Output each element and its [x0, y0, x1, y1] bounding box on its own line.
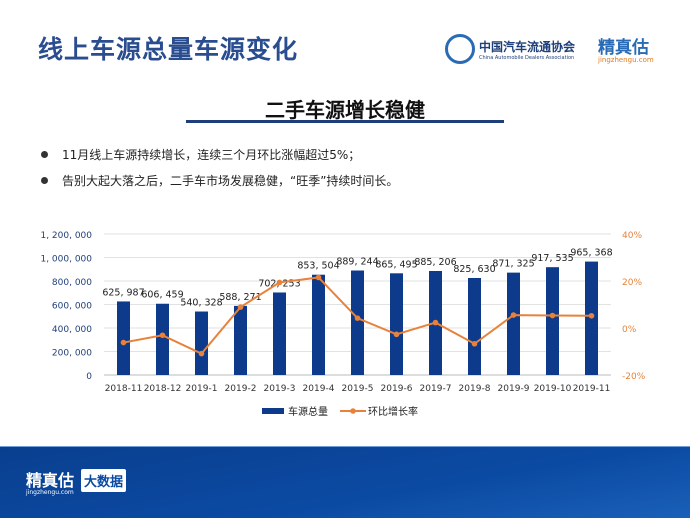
bar — [195, 311, 208, 375]
combo-chart: 0 200, 000 400, 000 600, 000 800, 000 1, 000,… — [40, 231, 646, 418]
footer-tag: 大数据 — [81, 469, 127, 492]
section-underline — [186, 120, 504, 123]
x-tick-label: 2018-12 — [144, 384, 182, 394]
left-tick-label: 800, 000 — [52, 278, 92, 288]
bar-data-label: 965, 368 — [570, 248, 612, 259]
left-tick-label: 0 — [86, 372, 92, 382]
caada-en: China Automobile Dealers Association — [479, 54, 575, 61]
left-tick-label: 600, 000 — [52, 302, 92, 312]
bar — [117, 301, 130, 375]
x-tick-label: 2019-8 — [459, 384, 491, 394]
bar-data-label: 871, 325 — [492, 259, 534, 270]
bar-data-label: 825, 630 — [453, 264, 495, 275]
x-tick-label: 2019-7 — [420, 384, 452, 394]
bullet-text: 11月线上车源持续增长，连续三个月环比涨幅超过5%； — [62, 148, 361, 162]
bullet-icon — [41, 151, 48, 158]
bullet-icon — [41, 177, 48, 184]
growth-point — [588, 312, 595, 319]
legend-bar-swatch — [262, 408, 284, 414]
bar-data-label: 606, 459 — [141, 290, 183, 301]
legend-line-marker — [350, 408, 356, 414]
growth-point — [510, 312, 517, 318]
right-tick-label: 40% — [622, 231, 642, 241]
bar-data-label: 865, 495 — [375, 259, 417, 270]
bar-data-label: 917, 535 — [531, 253, 573, 264]
x-tick-label: 2019-4 — [303, 384, 335, 394]
right-tick-label: 20% — [622, 278, 642, 288]
x-tick-label: 2019-11 — [573, 384, 611, 394]
growth-point — [120, 339, 127, 346]
bar — [351, 270, 364, 375]
section-title: 二手车源增长稳健 — [265, 98, 425, 122]
growth-point — [393, 331, 400, 338]
bar — [507, 272, 520, 375]
right-tick-label: -20% — [622, 372, 646, 382]
footer-band: 精真估 jingzhengu.com 大数据 — [0, 446, 690, 518]
bullet-text: 告别大起大落之后，二手车市场发展稳健，“旺季”持续时间长。 — [62, 174, 399, 188]
caada-name: 中国汽车流通协会 — [479, 39, 576, 54]
x-tick-label: 2018-11 — [105, 384, 143, 394]
x-tick-label: 2019-3 — [264, 384, 296, 394]
growth-point — [159, 332, 166, 339]
bar — [312, 274, 325, 375]
growth-point — [354, 315, 361, 321]
left-tick-label: 1, 200, 000 — [40, 231, 92, 241]
bar-data-label: 540, 328 — [180, 298, 222, 309]
page-title: 线上车源总量车源变化 — [38, 35, 299, 64]
legend-bar-label: 车源总量 — [288, 405, 328, 418]
growth-point — [198, 350, 205, 357]
footer-logo: 精真估 jingzhengu.com 大数据 — [26, 467, 127, 496]
bullet-item: 11月线上车源持续增长，连续三个月环比涨幅超过5%； — [41, 146, 360, 163]
x-tick-label: 2019-2 — [225, 384, 257, 394]
left-tick-label: 400, 000 — [52, 325, 92, 335]
bar-data-label: 885, 206 — [414, 257, 456, 268]
legend-line-label: 环比增长率 — [368, 405, 418, 418]
x-tick-label: 2019-9 — [498, 384, 530, 394]
brand-url: jingzhengu.com — [598, 56, 654, 64]
bar — [390, 273, 403, 375]
left-tick-label: 200, 000 — [52, 349, 92, 359]
growth-point — [315, 274, 322, 281]
footer-brand: 精真估 — [26, 471, 75, 490]
growth-point — [276, 279, 283, 286]
x-tick-label: 2019-10 — [534, 384, 572, 394]
growth-point — [432, 319, 439, 326]
x-tick-label: 2019-1 — [186, 384, 218, 394]
growth-point — [549, 312, 556, 319]
brand-logo: 精真估 jingzhengu.com — [598, 33, 654, 64]
caada-emblem-icon — [445, 34, 475, 64]
bar-data-label: 588, 271 — [219, 292, 261, 303]
left-tick-label: 1, 000, 000 — [40, 255, 92, 265]
growth-point — [237, 304, 244, 310]
bar-data-label: 625, 987 — [102, 287, 144, 298]
brand-name: 精真估 — [598, 38, 649, 58]
bar-data-label: 853, 504 — [297, 261, 339, 272]
bar — [234, 305, 247, 375]
bar — [468, 277, 481, 375]
bar — [156, 303, 169, 375]
bar — [546, 267, 559, 375]
x-tick-label: 2019-6 — [381, 384, 413, 394]
bar — [273, 292, 286, 375]
x-tick-label: 2019-5 — [342, 384, 374, 394]
caada-logo: 中国汽车流通协会 China Automobile Dealers Associ… — [445, 34, 575, 64]
footer-url: jingzhengu.com — [26, 489, 74, 496]
bar-data-label: 889, 244 — [336, 257, 378, 268]
growth-point — [471, 340, 478, 347]
right-tick-label: 0% — [622, 325, 637, 335]
bullet-item: 告别大起大落之后，二手车市场发展稳健，“旺季”持续时间长。 — [41, 172, 398, 189]
